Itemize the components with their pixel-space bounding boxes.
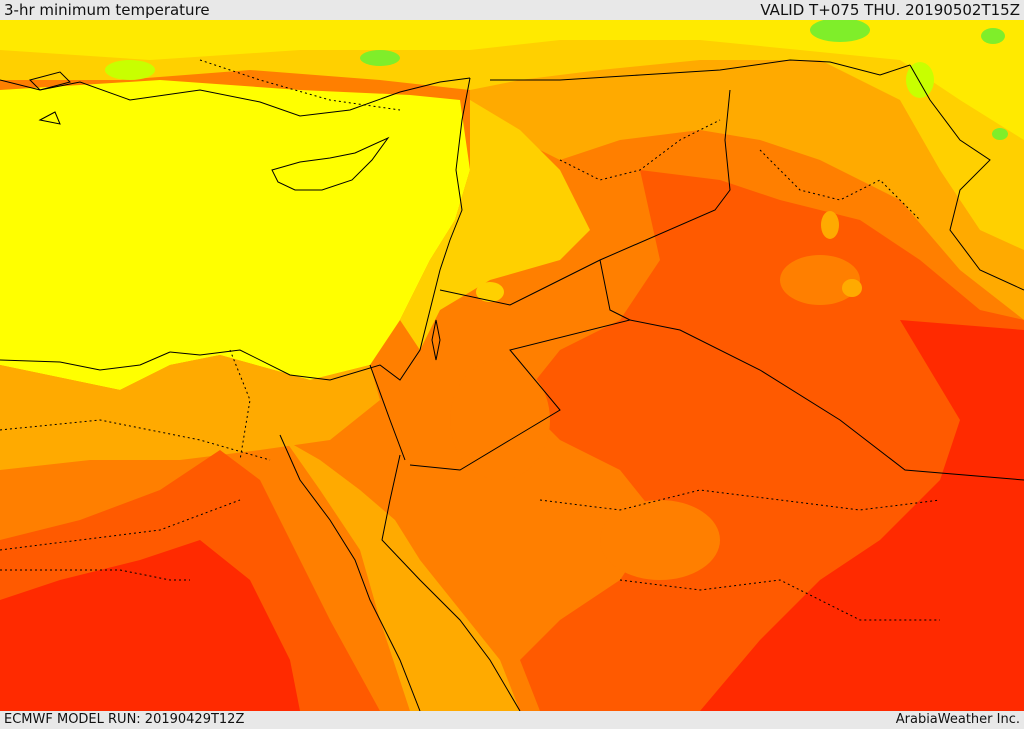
zone-red-sea xyxy=(285,440,520,711)
dotted-boundary-6 xyxy=(759,149,921,221)
dotted-boundary-1 xyxy=(0,499,241,551)
zone-green-1 xyxy=(810,20,870,42)
dotted-boundary-8 xyxy=(0,569,190,581)
zone-green-6 xyxy=(992,128,1008,140)
zone-green-3 xyxy=(360,50,400,66)
red-sea-west-coast xyxy=(279,434,421,711)
zone-orange-egypt-coast xyxy=(0,355,380,470)
map-title: 3-hr minimum temperature xyxy=(4,1,210,19)
dead-sea-outline xyxy=(431,319,441,361)
temperature-field xyxy=(0,20,1024,711)
island-outline-1 xyxy=(29,71,71,91)
jordan-saudi-border xyxy=(409,259,632,471)
cyprus-outline xyxy=(271,136,390,191)
island-outline-2 xyxy=(38,111,61,125)
zone-orange-jordan xyxy=(450,360,550,480)
model-run: ECMWF MODEL RUN: 20190429T12Z xyxy=(4,712,245,727)
egypt-coastline xyxy=(0,351,171,371)
zone-yellow-north xyxy=(0,20,1024,140)
zone-red-east xyxy=(700,320,1024,711)
zone-red-southwest xyxy=(0,540,300,711)
zone-light-orange-levant xyxy=(400,100,590,350)
zone-orange-north xyxy=(470,20,1024,320)
dotted-boundary-4 xyxy=(619,579,940,621)
credit: ArabiaWeather Inc. xyxy=(895,712,1020,727)
zone-light-orange-spot xyxy=(476,282,504,302)
zone-green-4 xyxy=(105,60,155,80)
zone-green-5 xyxy=(906,62,934,98)
zone-mediterranean xyxy=(0,80,470,390)
red-sea-east-coast xyxy=(381,454,521,711)
iraq-saudi-border xyxy=(629,319,1024,481)
turkey-syria-border xyxy=(490,59,911,81)
temperature-map xyxy=(0,20,1024,711)
valid-time: VALID T+075 THU. 20190502T15Z xyxy=(760,1,1020,19)
zone-orange-central xyxy=(600,500,720,580)
footer-bar: ECMWF MODEL RUN: 20190429T12Z ArabiaWeat… xyxy=(0,711,1024,729)
dotted-boundary-2 xyxy=(0,419,271,461)
lake-tharthar xyxy=(842,279,862,297)
syria-iraq-border xyxy=(439,89,731,306)
sinai-border xyxy=(369,364,406,461)
levant-coastline xyxy=(169,77,471,381)
iran-border xyxy=(909,64,1024,291)
zone-orange-iraq xyxy=(780,255,860,305)
turkey-coastline xyxy=(0,77,471,117)
zone-green-2 xyxy=(981,28,1005,44)
header-bar: 3-hr minimum temperature VALID T+075 THU… xyxy=(0,0,1024,20)
lake-habbaniyah xyxy=(821,211,839,239)
dotted-boundary-5 xyxy=(559,119,721,181)
dotted-boundary-7 xyxy=(199,59,401,111)
